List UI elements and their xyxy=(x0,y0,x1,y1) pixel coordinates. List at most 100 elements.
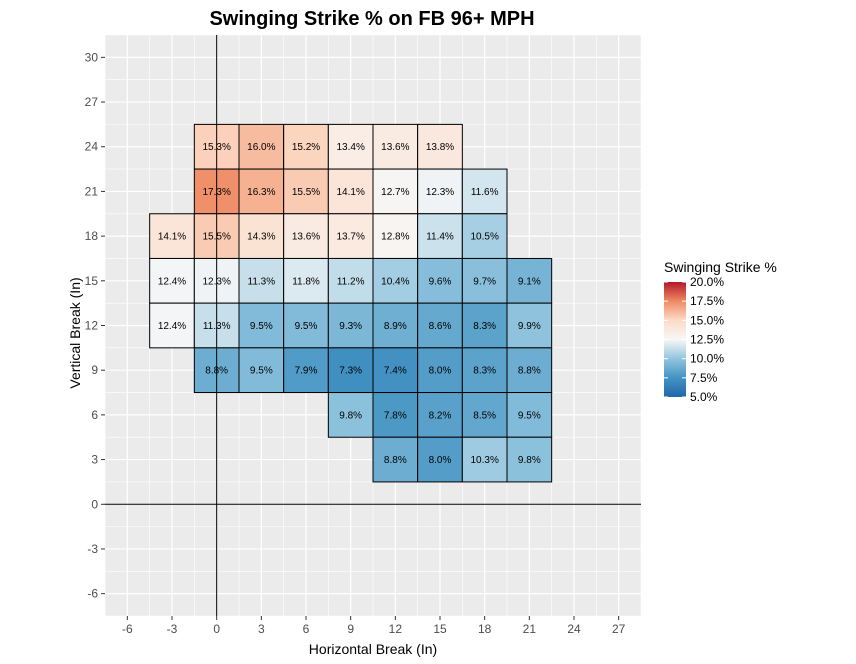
x-tick-label: 9 xyxy=(347,622,354,636)
tile-label: 10.3% xyxy=(470,455,498,466)
heatmap-tile xyxy=(283,123,329,170)
legend-label: 10.0% xyxy=(690,352,724,366)
legend-title: Swinging Strike % xyxy=(664,259,777,275)
heatmap-tile xyxy=(461,168,508,215)
heatmap-tile xyxy=(327,213,374,259)
tile-label: 10.5% xyxy=(470,232,498,243)
tile-label: 8.9% xyxy=(384,321,407,332)
tile-label: 12.4% xyxy=(158,276,186,287)
y-tick-label: 27 xyxy=(85,95,99,109)
tile-label: 12.8% xyxy=(381,232,409,243)
y-tick-label: 3 xyxy=(91,453,98,467)
tile-label: 11.6% xyxy=(471,187,499,198)
chart-title: Swinging Strike % on FB 96+ MPH xyxy=(209,8,534,30)
tile-label: 12.7% xyxy=(381,187,409,198)
tile-label: 13.6% xyxy=(292,232,320,243)
tile-label: 8.2% xyxy=(429,410,452,421)
legend-label: 17.5% xyxy=(690,294,724,308)
tile-label: 16.3% xyxy=(247,187,275,198)
tile-label: 11.3% xyxy=(248,276,276,287)
heatmap-tile xyxy=(283,213,329,259)
tile-label: 9.5% xyxy=(295,321,318,332)
heatmap-tile xyxy=(461,302,508,349)
plot-panel: 15.3% 16.0% 15.2% 13.4% 13.6% 13.8%17.3% 16.3%… xyxy=(104,34,642,617)
tile-label: 12.3% xyxy=(426,187,454,198)
heatmap-tile xyxy=(372,257,419,304)
tile-label: 9.5% xyxy=(518,410,541,421)
tile-label: 9.1% xyxy=(518,276,541,287)
heatmap-tile xyxy=(283,302,329,349)
heatmap-tile xyxy=(327,123,374,170)
tile-label: 9.9% xyxy=(518,321,541,332)
heatmap-tile xyxy=(506,257,553,304)
heatmap-tile xyxy=(327,257,374,304)
tile-label: 8.8% xyxy=(384,455,407,466)
heatmap-tile xyxy=(372,347,419,394)
heatmap-tile xyxy=(506,347,553,394)
tile-label: 8.3% xyxy=(473,321,496,332)
y-tick-label: 30 xyxy=(85,50,99,64)
color-legend: Swinging Strike % 20.0% 17.5% 15.0% 12.5% 10… xyxy=(664,259,777,404)
heatmap-tile xyxy=(283,168,329,215)
tile-label: 8.5% xyxy=(473,410,496,421)
tile-label: 10.4% xyxy=(381,276,409,287)
tile-label: 7.9% xyxy=(295,366,318,377)
heatmap-tile xyxy=(238,302,285,349)
legend-label: 20.0% xyxy=(690,275,724,289)
tile-label: 11.2% xyxy=(337,276,365,287)
tile-label: 9.8% xyxy=(518,455,541,466)
tile-label: 9.5% xyxy=(250,321,273,332)
tile-label: 9.6% xyxy=(429,276,452,287)
legend-label: 12.5% xyxy=(690,333,724,347)
tile-label: 15.2% xyxy=(292,142,320,153)
legend-label: 5.0% xyxy=(690,390,718,404)
x-tick-label: -3 xyxy=(167,622,178,636)
heatmap-tile xyxy=(461,257,508,304)
y-tick-label: 15 xyxy=(85,274,99,288)
y-tick-label: 24 xyxy=(85,140,99,154)
legend-label: 15.0% xyxy=(690,313,724,327)
x-tick-label: -6 xyxy=(122,622,133,636)
x-tick-label: 12 xyxy=(389,622,403,636)
tile-label: 9.5% xyxy=(250,366,273,377)
heatmap-tile xyxy=(506,392,553,438)
x-tick-label: 6 xyxy=(303,622,310,636)
tile-label: 13.4% xyxy=(336,142,364,153)
tile-label: 13.7% xyxy=(336,232,364,243)
heatmap-tile xyxy=(327,302,374,349)
x-axis-ticks: -6 -3 0 3 6 9 12 15 18 21 24 27 xyxy=(122,616,626,636)
x-tick-label: 3 xyxy=(258,622,265,636)
heatmap-tile xyxy=(417,436,463,483)
tile-label: 8.6% xyxy=(429,321,452,332)
heatmap-tile xyxy=(417,392,463,438)
tile-label: 14.3% xyxy=(247,232,275,243)
y-tick-label: 6 xyxy=(91,408,98,422)
heatmap-tile xyxy=(372,213,419,259)
heatmap-tile xyxy=(327,347,374,394)
x-tick-label: 27 xyxy=(612,622,626,636)
tile-label: 9.8% xyxy=(339,410,362,421)
tile-label: 11.4% xyxy=(426,232,454,243)
x-tick-label: 0 xyxy=(213,622,220,636)
heatmap-tile xyxy=(417,168,463,215)
tile-label: 9.3% xyxy=(339,321,362,332)
x-tick-label: 24 xyxy=(567,622,581,636)
tile-label: 12.4% xyxy=(158,321,186,332)
tile-label: 8.0% xyxy=(429,455,452,466)
heatmap-tile xyxy=(372,168,419,215)
tile-label: 13.8% xyxy=(426,142,454,153)
y-tick-label: 21 xyxy=(85,184,99,198)
heatmap-tile xyxy=(238,123,285,170)
tile-label: 8.8% xyxy=(518,366,541,377)
heatmap-tile xyxy=(506,302,553,349)
heatmap-tile xyxy=(372,436,419,483)
tile-label: 15.5% xyxy=(292,187,320,198)
heatmap-tile xyxy=(327,168,374,215)
legend-label: 7.5% xyxy=(690,371,718,385)
heatmap-tile xyxy=(461,347,508,394)
y-tick-label: 18 xyxy=(85,229,99,243)
x-tick-label: 18 xyxy=(478,622,492,636)
heatmap-tile xyxy=(238,347,285,394)
y-tick-label: 12 xyxy=(85,319,99,333)
